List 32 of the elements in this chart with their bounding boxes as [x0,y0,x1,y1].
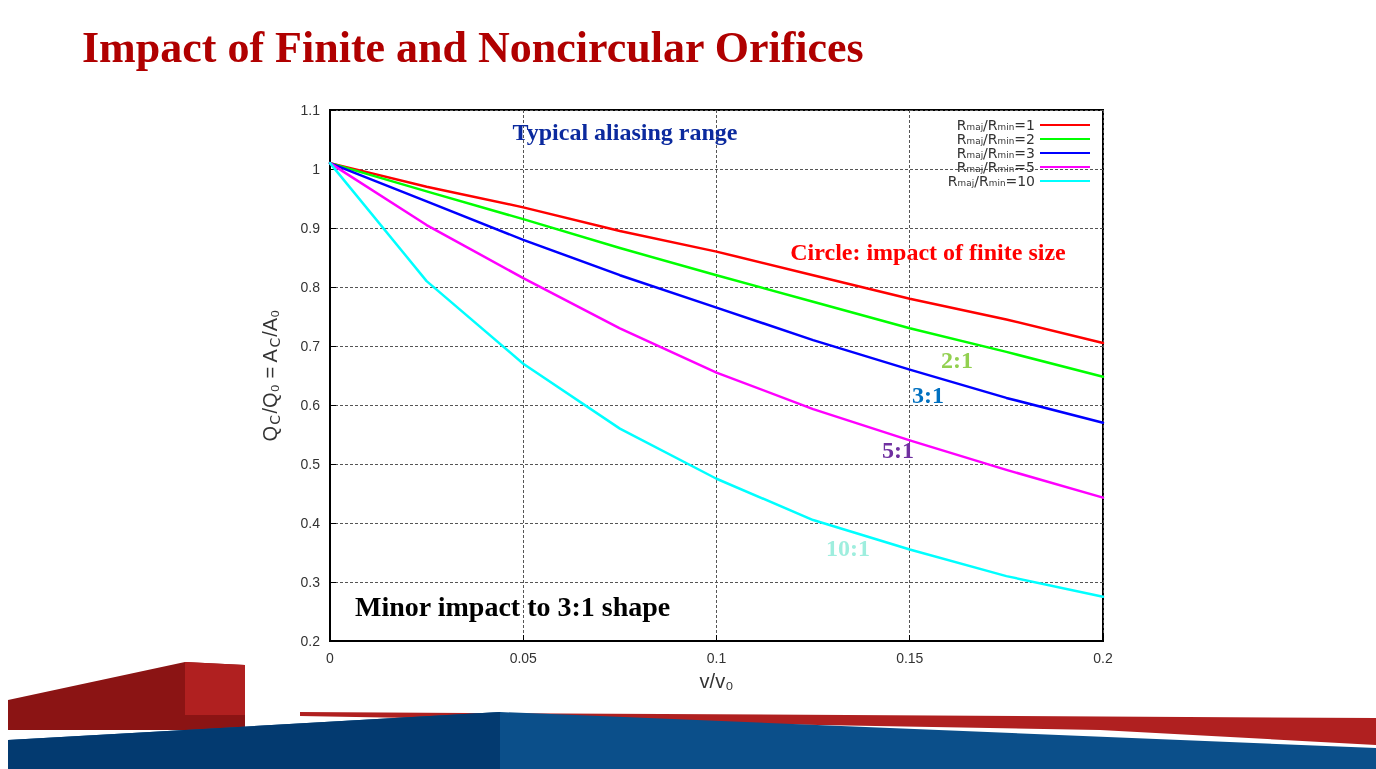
legend-label: Rₘₐⱼ/Rₘᵢₙ=1 [956,117,1035,133]
y-tick-label: 0.6 [300,397,321,413]
annotation: 5:1 [882,437,914,463]
annotation: Typical aliasing range [512,119,738,145]
y-tick-label: 1 [312,161,321,177]
annotation: Minor impact to 3:1 shape [355,590,671,622]
legend-label: Rₘₐⱼ/Rₘᵢₙ=10 [947,173,1035,189]
annotation: 3:1 [912,382,944,408]
annotation: Circle: impact of finite size [790,239,1067,265]
y-axis-title: QC/Q₀ = AC/A₀ [259,309,283,442]
legend-label: Rₘₐⱼ/Rₘᵢₙ=5 [956,159,1035,175]
line-series [328,161,1105,598]
x-tick-label: 0.1 [706,650,727,666]
legend-label: Rₘₐⱼ/Rₘᵢₙ=2 [956,131,1035,147]
chart-title: Impact of Finite and Noncircular Orifices [82,22,864,73]
y-tick-label: 1.1 [300,102,321,118]
y-tick-label: 0.8 [300,279,321,295]
y-tick-label: 0.3 [300,574,321,590]
annotation: 10:1 [826,535,870,561]
annotation: 2:1 [941,347,973,373]
x-tick-label: 0.2 [1093,650,1113,666]
x-tick-label: 0 [326,650,335,666]
y-tick-label: 0.5 [300,456,321,472]
x-tick-label: 0.15 [896,650,924,666]
y-tick-label: 0.9 [300,220,321,236]
y-tick-label: 0.7 [300,338,321,354]
x-tick-label: 0.05 [509,650,538,666]
x-axis-title: v/v₀ [699,670,734,692]
line-series [328,161,1105,424]
y-tick-label: 0.4 [300,515,321,531]
y-tick-label: 0.2 [300,633,321,649]
legend-label: Rₘₐⱼ/Rₘᵢₙ=3 [956,145,1035,161]
